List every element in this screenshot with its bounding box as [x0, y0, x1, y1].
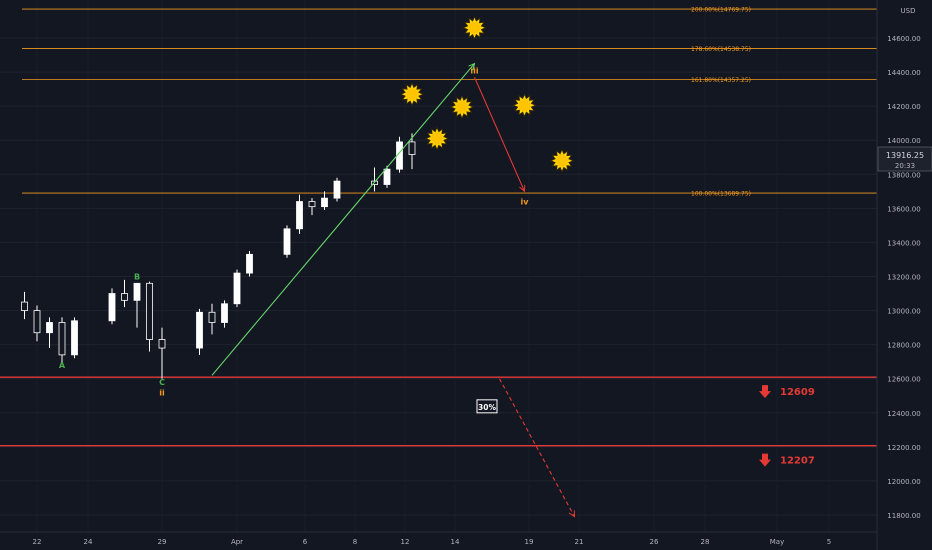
x-tick-label: 22 — [33, 538, 42, 546]
sun-icon — [550, 148, 574, 173]
wave-arrow — [473, 76, 525, 191]
x-tick-label: 29 — [158, 538, 167, 546]
x-tick-label: 6 — [303, 538, 308, 546]
candle-body — [208, 311, 216, 323]
fib-label: 200.00%(14769.75) — [691, 7, 751, 14]
support-label: 12609 — [780, 387, 815, 398]
wave-arrow — [211, 64, 475, 376]
candle-body — [321, 197, 328, 208]
price-axis[interactable]: USD 14600.00 14400.00 14200.00 14000.00 1380… — [876, 0, 921, 550]
candle-body — [283, 228, 291, 255]
candle-body — [108, 293, 116, 322]
candle-body — [158, 339, 166, 349]
candle-body — [383, 168, 391, 185]
candle-body — [133, 282, 141, 301]
last-price: 13916.25 — [886, 151, 924, 160]
wave-arrows — [211, 64, 575, 517]
y-tick-label: 13600.00 — [887, 205, 920, 213]
y-tick-label: 14200.00 — [887, 103, 920, 111]
y-tick-label: 12200.00 — [887, 444, 920, 452]
candle-body — [408, 141, 416, 155]
y-tick-label: 12600.00 — [887, 376, 920, 384]
candle-body — [246, 253, 253, 274]
fib-label: 161.80%(14357.25) — [691, 77, 751, 84]
y-tick-label: 14000.00 — [887, 137, 920, 145]
sun-icon — [399, 82, 425, 107]
countdown: 20:33 — [895, 162, 915, 170]
y-tick-label: 13400.00 — [887, 239, 920, 247]
y-tick-label: 13200.00 — [887, 274, 920, 282]
candle-body — [296, 201, 303, 230]
grid-lines — [0, 37, 877, 516]
x-tick-label: 12 — [401, 538, 410, 546]
wave-label: B — [134, 273, 140, 282]
candle-body — [308, 201, 316, 208]
y-tick-label: 13000.00 — [887, 308, 920, 316]
candle-body — [21, 301, 28, 311]
sun-icon — [424, 126, 450, 151]
x-tick-label: Apr — [231, 538, 243, 546]
sun-markers — [399, 15, 574, 173]
sun-icon — [462, 15, 487, 40]
x-tick-label: 14 — [451, 538, 460, 546]
sun-icon — [512, 93, 537, 118]
wave-label: A — [59, 361, 66, 370]
support-label: 12207 — [780, 456, 815, 467]
last-price-tag: 13916.25 20:33 — [877, 146, 932, 172]
candle-body — [121, 293, 128, 301]
candle-body — [71, 320, 78, 356]
annotation-frame — [476, 399, 498, 414]
candle-body — [333, 180, 341, 199]
fib-label: 100.00%(13689.75) — [691, 191, 751, 198]
wave-label: iii — [470, 66, 478, 75]
wave-label: ii — [159, 388, 165, 397]
y-tick-label: 14400.00 — [887, 69, 920, 77]
horizontal-levels: 200.00%(14769.75) 178.60%(14538.75) 161.80… — [0, 7, 877, 467]
sun-icon — [449, 94, 475, 120]
candle-body — [33, 310, 41, 334]
annotation-text: 30% — [478, 403, 496, 412]
y-tick-label: 12000.00 — [887, 478, 920, 486]
candles — [21, 133, 416, 379]
candle-body — [221, 303, 228, 323]
y-tick-label: 12400.00 — [887, 410, 920, 418]
down-arrow-icon — [759, 453, 771, 467]
wave-arrow — [499, 378, 575, 517]
y-tick-label: 13800.00 — [887, 171, 920, 179]
y-tick-label: 14600.00 — [887, 35, 920, 43]
x-tick-label: May — [770, 538, 784, 546]
currency-label: USD — [901, 7, 916, 15]
x-tick-label: 21 — [575, 538, 584, 546]
y-tick-label: 12800.00 — [887, 342, 920, 350]
x-tick-label: 28 — [701, 538, 710, 546]
candle-body — [196, 311, 203, 349]
fib-label: 178.60%(14538.75) — [691, 46, 751, 53]
candle-body — [146, 282, 153, 340]
candle-body — [58, 322, 66, 356]
candle-body — [233, 272, 241, 305]
candle-body — [46, 322, 53, 334]
down-arrow-icon — [759, 385, 771, 399]
x-tick-label: 8 — [353, 538, 357, 546]
y-tick-label: 11800.00 — [887, 512, 920, 520]
wave-label: iv — [521, 198, 530, 207]
time-axis[interactable]: 22 24 29 Apr 6 8 12 14 19 21 26 28 May 5 — [0, 531, 877, 546]
x-tick-label: 5 — [827, 538, 831, 546]
x-tick-label: 24 — [84, 538, 93, 546]
annotation-box: 30% — [476, 399, 498, 414]
x-tick-label: 26 — [650, 538, 659, 546]
x-tick-label: 19 — [525, 538, 534, 546]
wave-label: C — [159, 378, 165, 387]
